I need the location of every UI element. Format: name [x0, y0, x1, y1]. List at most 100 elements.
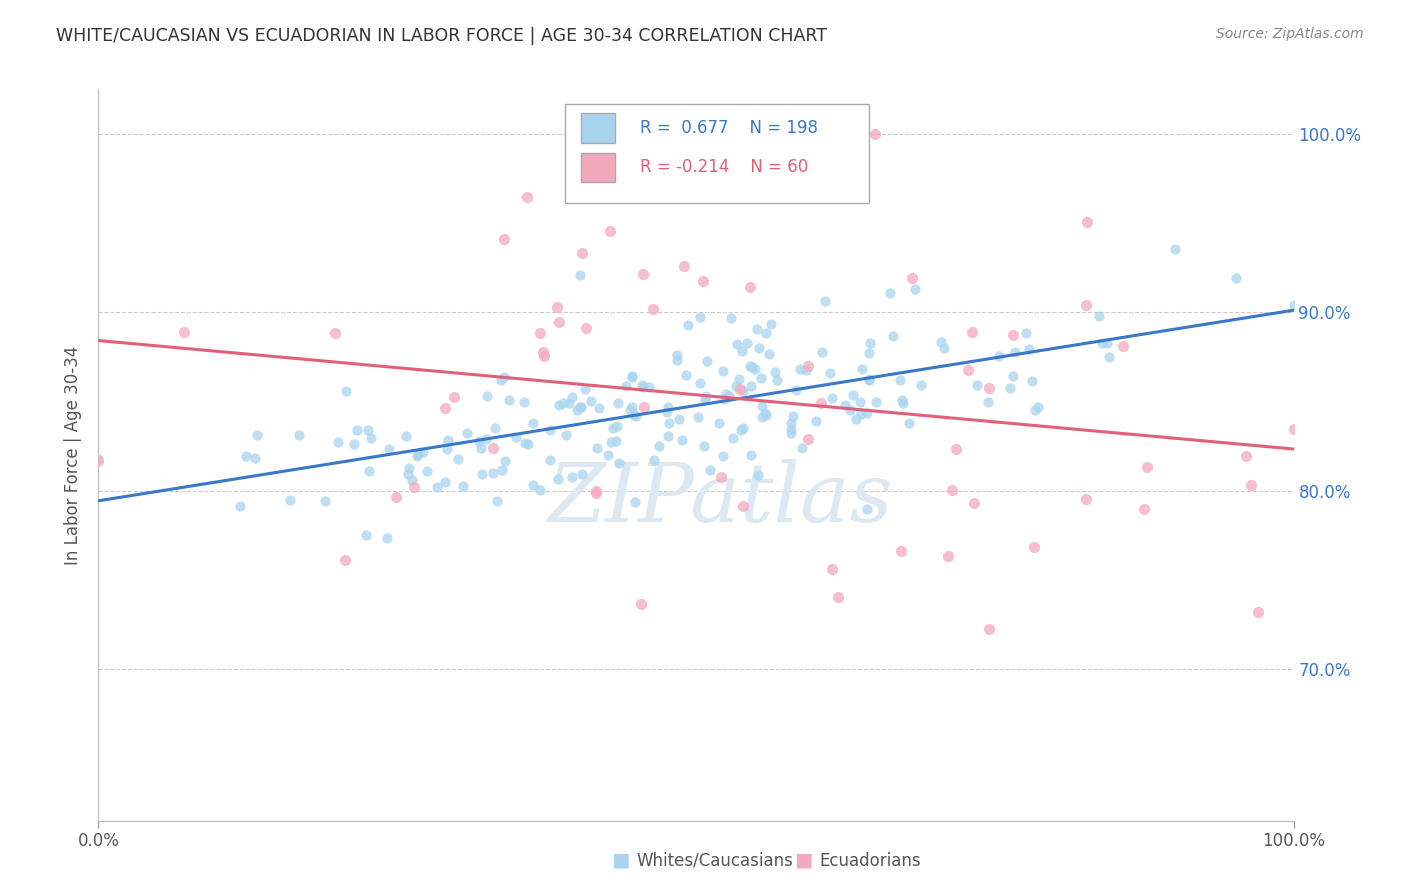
Point: [235, 450, 257, 464]
Point: [498, 393, 520, 408]
Point: [346, 423, 368, 437]
Point: [621, 370, 644, 384]
Point: [849, 408, 872, 422]
Point: [623, 409, 645, 423]
Point: [470, 467, 492, 481]
Point: [529, 483, 551, 497]
Point: [747, 322, 769, 336]
Point: [600, 434, 623, 449]
Text: R = -0.214    N = 60: R = -0.214 N = 60: [640, 159, 808, 177]
Point: [621, 369, 644, 384]
Point: [586, 441, 609, 455]
Text: Ecuadorians: Ecuadorians: [820, 852, 921, 870]
Point: [696, 354, 718, 368]
Point: [1098, 351, 1121, 365]
FancyBboxPatch shape: [565, 103, 869, 202]
Point: [494, 454, 516, 468]
Point: [740, 378, 762, 392]
Point: [810, 396, 832, 410]
Point: [744, 362, 766, 376]
Point: [641, 301, 664, 316]
Point: [889, 373, 911, 387]
Point: [456, 425, 478, 440]
Point: [1112, 339, 1135, 353]
Point: [605, 434, 627, 448]
Point: [936, 549, 959, 564]
Point: [962, 325, 984, 339]
Point: [585, 485, 607, 500]
Point: [323, 326, 346, 340]
Text: Whites/Caucasians: Whites/Caucasians: [637, 852, 794, 870]
Point: [433, 401, 456, 415]
Point: [751, 399, 773, 413]
Point: [1018, 343, 1040, 357]
Point: [804, 414, 827, 428]
Point: [333, 552, 356, 566]
Point: [1002, 328, 1025, 343]
Point: [820, 562, 842, 576]
Point: [879, 286, 901, 301]
Point: [426, 480, 449, 494]
Point: [470, 442, 492, 456]
Point: [354, 528, 377, 542]
Point: [1136, 460, 1159, 475]
Point: [699, 463, 721, 477]
Point: [555, 428, 578, 442]
Point: [468, 434, 491, 448]
Point: [1074, 491, 1097, 506]
Point: [571, 246, 593, 260]
Point: [412, 445, 434, 459]
Point: [623, 495, 645, 509]
Point: [740, 359, 762, 373]
Point: [741, 360, 763, 375]
Point: [406, 447, 429, 461]
Point: [810, 345, 832, 359]
Point: [492, 370, 515, 384]
Point: [834, 398, 856, 412]
Point: [491, 463, 513, 477]
Point: [941, 483, 963, 497]
Point: [763, 365, 786, 379]
Point: [633, 400, 655, 414]
Point: [643, 453, 665, 467]
Point: [245, 428, 267, 442]
Point: [546, 300, 568, 314]
Point: [827, 590, 849, 604]
Point: [675, 368, 697, 382]
Point: [858, 373, 880, 387]
Point: [932, 341, 955, 355]
Point: [385, 490, 408, 504]
Point: [720, 311, 742, 326]
Point: [451, 479, 474, 493]
Point: [855, 501, 877, 516]
Point: [865, 395, 887, 409]
Point: [631, 379, 654, 393]
Point: [797, 359, 820, 373]
Point: [1091, 336, 1114, 351]
Point: [717, 389, 740, 403]
Point: [731, 343, 754, 358]
Point: [1024, 540, 1046, 554]
Y-axis label: In Labor Force | Age 30-34: In Labor Force | Age 30-34: [65, 345, 83, 565]
Point: [571, 467, 593, 482]
Point: [751, 409, 773, 424]
Point: [648, 439, 671, 453]
Point: [531, 344, 554, 359]
Text: ■: ■: [794, 851, 813, 870]
Point: [713, 449, 735, 463]
Point: [733, 421, 755, 435]
Point: [963, 496, 986, 510]
Point: [766, 372, 789, 386]
Point: [858, 372, 880, 386]
Point: [797, 432, 820, 446]
Point: [401, 473, 423, 487]
Point: [731, 384, 754, 399]
Point: [606, 418, 628, 433]
Point: [621, 400, 644, 414]
Point: [547, 472, 569, 486]
Point: [689, 376, 711, 390]
Point: [890, 543, 912, 558]
Point: [357, 423, 380, 437]
Point: [522, 477, 544, 491]
Point: [1001, 369, 1024, 384]
